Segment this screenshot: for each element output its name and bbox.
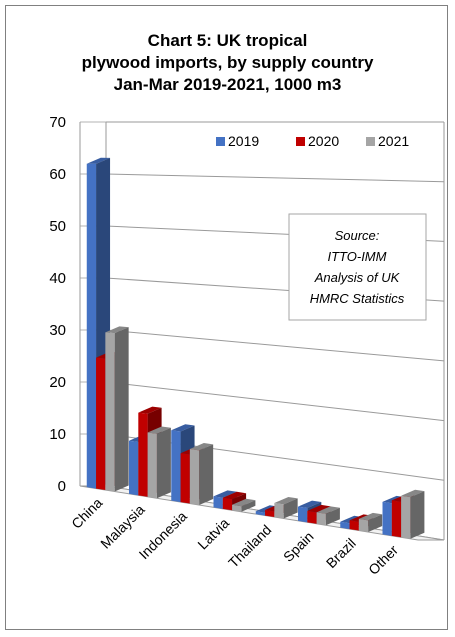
bar-top	[358, 512, 383, 521]
bar-front	[340, 521, 350, 530]
y-tick-label: 20	[49, 374, 66, 391]
bar-top	[189, 443, 214, 451]
bar-top	[274, 496, 298, 505]
source-line-4: HMRC Statistics	[310, 291, 405, 306]
bar-top	[171, 424, 195, 432]
legend: 2019 2020 2021	[216, 133, 409, 149]
source-annotation: Source: ITTO-IMM Analysis of UK HMRC Sta…	[288, 213, 427, 321]
source-annotation-box	[288, 213, 427, 321]
legend-label: 2019	[228, 133, 259, 149]
bar-front	[180, 453, 190, 504]
bar-front	[96, 357, 106, 491]
bar-front	[316, 512, 326, 526]
x-tick-label-malaysia: Malaysia	[97, 501, 148, 552]
source-line-3: Analysis of UK	[314, 270, 401, 285]
x-tick-label-spain: Spain	[280, 528, 317, 565]
legend-swatch	[296, 137, 305, 146]
y-tick-label: 30	[49, 322, 66, 339]
legend-item-2021: 2021	[366, 133, 409, 149]
bar-front	[255, 511, 266, 516]
bar-top	[232, 498, 256, 507]
y-tick-label: 70	[49, 114, 66, 131]
bar-side	[199, 444, 214, 506]
bar-2021-malaysia	[147, 426, 171, 499]
bar-front	[213, 496, 223, 509]
bar-front	[189, 449, 200, 506]
gridline	[105, 173, 445, 183]
y-tick-label: 60	[49, 166, 66, 183]
legend-swatch	[216, 137, 225, 146]
gridline	[105, 381, 445, 422]
bar-front	[349, 520, 359, 531]
bar-2021-china	[105, 326, 129, 492]
bar-top	[222, 491, 247, 500]
bar-2021-latvia	[232, 498, 256, 512]
bar-front	[391, 500, 402, 538]
bar-front	[138, 412, 148, 497]
bar-top	[307, 504, 331, 513]
bar-2021-thailand	[274, 496, 298, 519]
y-axis: 0 10 20 30 40 50 60 70	[49, 114, 66, 495]
bar-2021-other	[401, 489, 425, 539]
y-tick-label: 10	[49, 426, 66, 443]
bar-front	[358, 518, 369, 533]
y-tick-label: 50	[49, 218, 66, 235]
chart-title-line-3: Jan-Mar 2019-2021, 1000 m3	[113, 75, 342, 94]
legend-item-2019: 2019	[216, 133, 259, 149]
bar-side	[241, 500, 256, 512]
bar-front	[147, 432, 157, 499]
bar-side	[410, 491, 425, 539]
bar-front	[129, 440, 139, 496]
bar-side	[283, 498, 298, 519]
legend-swatch	[366, 137, 375, 146]
x-tick-label-brazil: Brazil	[323, 535, 359, 571]
bar-2021-indonesia	[189, 443, 214, 506]
bar-2021-brazil	[358, 512, 383, 533]
bar-side	[156, 427, 171, 499]
bar-front	[382, 501, 392, 536]
x-tick-label-other: Other	[365, 542, 401, 578]
bar-front	[274, 502, 284, 519]
gridline	[105, 329, 445, 362]
legend-item-2020: 2020	[296, 133, 339, 149]
bar-front	[86, 163, 97, 489]
bar-top	[316, 506, 340, 514]
x-tick-label-china: China	[68, 494, 105, 531]
y-tick-label: 0	[58, 478, 66, 495]
bar-side	[114, 327, 129, 492]
source-line-1: Source:	[335, 228, 380, 243]
bar-top	[147, 426, 171, 434]
x-tick-label-latvia: Latvia	[194, 515, 232, 553]
bar-front	[171, 430, 181, 503]
bar-front	[105, 332, 115, 492]
chart-title: Chart 5: UK tropical plywood imports, by…	[0, 30, 455, 96]
bar-front	[232, 504, 242, 512]
bar-front	[265, 509, 275, 518]
bar-front	[298, 506, 308, 523]
legend-label: 2020	[308, 133, 339, 149]
source-line-2: ITTO-IMM	[328, 249, 387, 264]
bar-front	[307, 510, 317, 524]
x-tick-label-thailand: Thailand	[225, 522, 274, 571]
bar-top	[298, 500, 322, 509]
bar-top	[213, 490, 237, 498]
bar-front	[222, 497, 233, 511]
chart-title-line-1: Chart 5: UK tropical	[147, 31, 308, 50]
bar-top	[86, 157, 111, 164]
bar-top	[401, 489, 425, 498]
bar-2021-spain	[316, 506, 340, 526]
bar-top	[105, 326, 129, 334]
legend-label: 2021	[378, 133, 409, 149]
bar-side	[325, 507, 340, 526]
chart-title-line-2: plywood imports, by supply country	[81, 53, 374, 72]
y-tick-label: 40	[49, 270, 66, 287]
bar-side	[368, 514, 383, 533]
bar-front	[401, 495, 411, 539]
bars	[86, 157, 425, 539]
bar-top	[138, 406, 162, 414]
